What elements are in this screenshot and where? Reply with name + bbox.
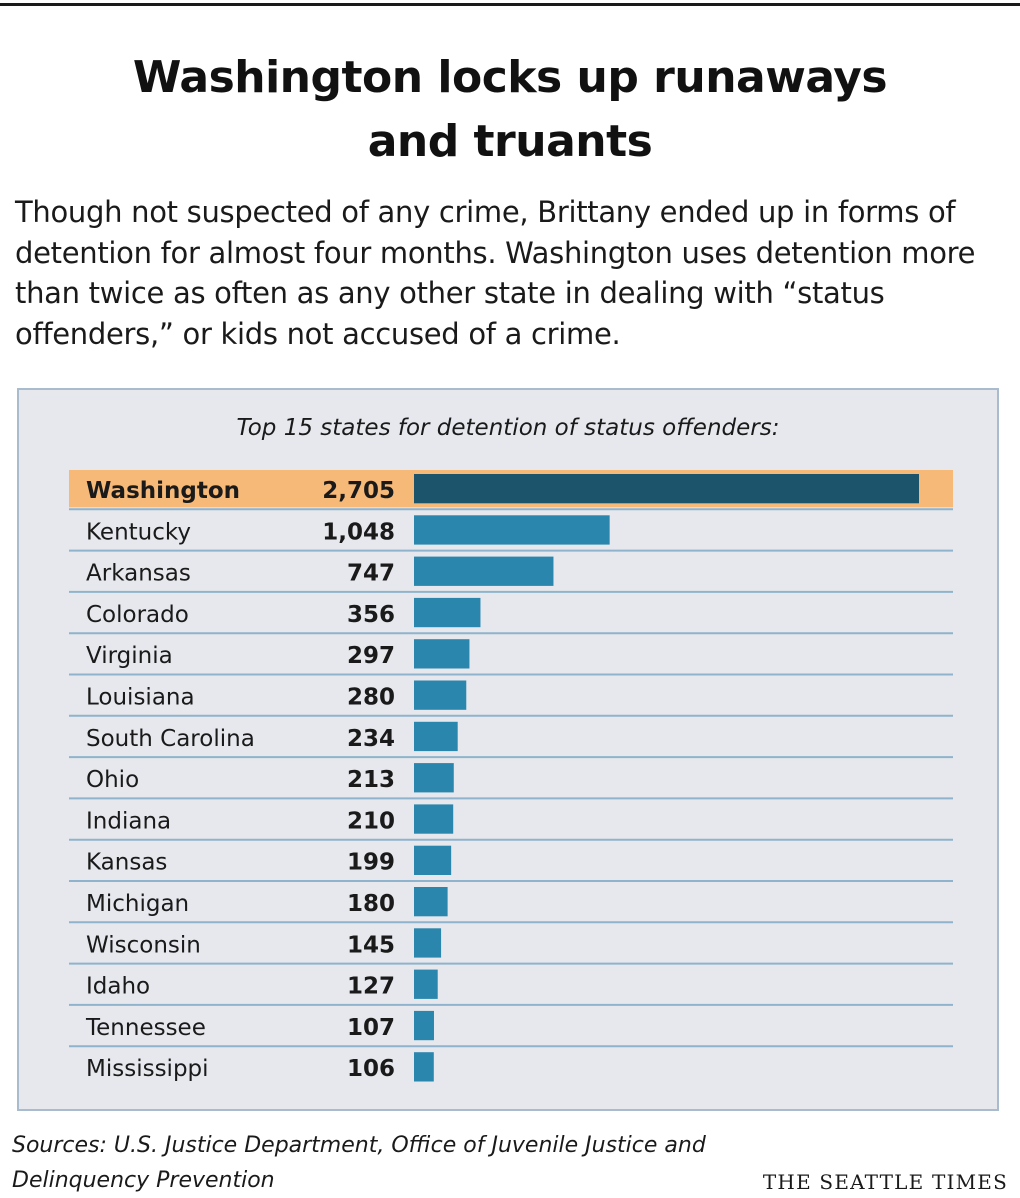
category-label-louisiana: Louisiana: [86, 685, 195, 711]
value-label-michigan: 180: [347, 891, 395, 917]
headline-line-1: Washington locks up runaways: [132, 52, 888, 103]
category-label-colorado: Colorado: [86, 602, 189, 628]
sources-note: Sources: U.S. Justice Department, Office…: [12, 1133, 706, 1193]
bar-wisconsin: [414, 928, 442, 958]
value-label-indiana: 210: [347, 808, 395, 834]
headline-line-2: and truants: [367, 116, 653, 167]
bar-chart: Washington 2,705 Kentucky 1,048 Arkansas 747 C…: [69, 470, 953, 1082]
category-label-indiana: Indiana: [86, 808, 171, 834]
category-label-idaho: Idaho: [86, 974, 150, 1000]
category-label-kentucky: Kentucky: [86, 519, 191, 545]
category-label-virginia: Virginia: [86, 643, 173, 669]
value-label-virginia: 297: [347, 643, 395, 669]
value-label-louisiana: 280: [347, 685, 395, 711]
bar-tennessee: [414, 1010, 434, 1041]
headline: Washington locks up runaways and truants: [40, 46, 980, 174]
category-label-ohio: Ohio: [86, 767, 139, 793]
value-label-mississippi: 106: [347, 1056, 395, 1082]
dek-paragraph: Though not suspected of any crime, Britt…: [15, 195, 976, 351]
value-label-washington: 2,705: [322, 478, 395, 504]
bar-arkansas: [414, 556, 554, 586]
value-label-colorado: 356: [347, 602, 395, 628]
bar-washington: [414, 474, 919, 504]
chart-panel: Top 15 states for detention of status of…: [17, 388, 999, 1111]
bar-south-carolina: [414, 721, 458, 752]
credit-line: THE SEATTLE TIMES: [762, 1170, 1008, 1194]
chart-title: Top 15 states for detention of status of…: [236, 415, 780, 441]
bar-louisiana: [414, 680, 467, 710]
bar-michigan: [414, 887, 448, 917]
bar-ohio: [414, 763, 454, 793]
category-label-wisconsin: Wisconsin: [86, 932, 201, 958]
bar-colorado: [414, 597, 481, 628]
category-label-michigan: Michigan: [86, 891, 189, 917]
bar-indiana: [414, 804, 454, 834]
value-label-idaho: 127: [347, 974, 395, 1000]
top-rule: [0, 3, 1020, 6]
category-label-south-carolina: South Carolina: [86, 726, 255, 752]
bar-kansas: [414, 845, 452, 875]
value-label-tennessee: 107: [347, 1015, 395, 1041]
category-label-mississippi: Mississippi: [86, 1056, 209, 1082]
category-label-washington: Washington: [86, 478, 240, 504]
bar-idaho: [414, 969, 438, 999]
category-label-kansas: Kansas: [86, 850, 167, 876]
category-label-tennessee: Tennessee: [85, 1015, 206, 1041]
value-label-kentucky: 1,048: [322, 519, 395, 545]
category-label-arkansas: Arkansas: [86, 561, 191, 587]
bar-virginia: [414, 639, 470, 669]
bar-mississippi: [414, 1052, 434, 1082]
value-label-south-carolina: 234: [347, 726, 395, 752]
value-label-wisconsin: 145: [347, 932, 395, 958]
value-label-kansas: 199: [347, 850, 395, 876]
value-label-arkansas: 747: [347, 561, 395, 587]
value-label-ohio: 213: [347, 767, 395, 793]
bar-kentucky: [414, 515, 610, 545]
